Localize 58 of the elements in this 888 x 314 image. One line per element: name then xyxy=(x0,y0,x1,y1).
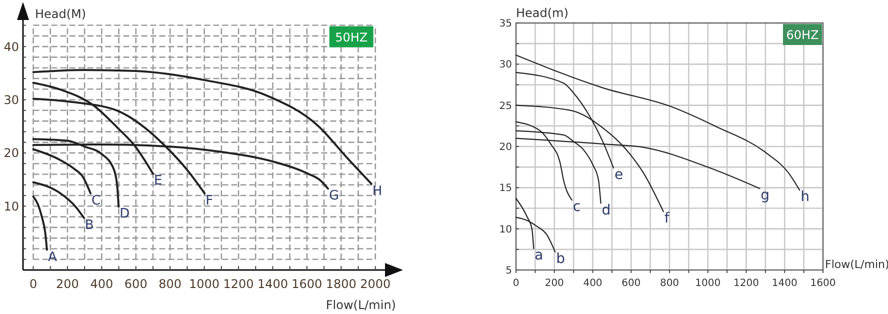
x-tick-label: 1400 xyxy=(257,277,288,291)
x-tick-label: 0 xyxy=(29,277,38,291)
x-tick-label: 0 xyxy=(512,278,520,289)
series-label: c xyxy=(572,199,581,216)
line-series xyxy=(32,181,85,219)
y-tick-label: 15 xyxy=(499,183,512,194)
x-tick-label: 800 xyxy=(660,278,680,289)
x-tick-label: 400 xyxy=(583,278,602,289)
line-series xyxy=(515,54,800,191)
series-label: f xyxy=(664,210,670,227)
x-tick-label: 1200 xyxy=(223,277,254,291)
y-tick-label: 10 xyxy=(499,224,512,236)
series-label: h xyxy=(800,189,810,206)
series-label: H xyxy=(372,184,382,199)
x-axis-title: Flow(L/min) xyxy=(326,298,396,312)
series-label: B xyxy=(84,218,94,233)
y-axis-title: Head(m) xyxy=(516,6,568,20)
y-axis-title: Head(M) xyxy=(35,7,86,21)
y-tick-label: 10 xyxy=(4,199,19,214)
x-tick-label: 1200 xyxy=(734,278,759,289)
y-tick-label: 35 xyxy=(499,18,512,30)
x-tick-label: 1800 xyxy=(326,277,356,291)
x-tick-label: 200 xyxy=(544,278,564,289)
y-tick-label: 25 xyxy=(499,100,512,112)
y-tick-label: 20 xyxy=(4,146,19,160)
x-tick-label: 1400 xyxy=(772,278,798,289)
line-series xyxy=(32,196,48,251)
y-tick-label: 30 xyxy=(4,92,19,107)
x-tick-label: 1000 xyxy=(695,278,721,289)
x-tick-label: 600 xyxy=(622,278,641,289)
x-tick-label: 400 xyxy=(90,277,114,291)
series-label: g xyxy=(760,187,770,204)
annotation: 60HZ xyxy=(786,28,819,42)
y-tick-label: 30 xyxy=(499,60,512,71)
annotation: 50HZ xyxy=(335,30,368,44)
series-label: b xyxy=(556,250,566,267)
x-tick-label: 1600 xyxy=(810,278,836,289)
series-label: D xyxy=(120,206,130,222)
series-label: C xyxy=(92,193,101,208)
series-label: A xyxy=(48,250,57,265)
y-tick-label: 20 xyxy=(499,142,512,153)
x-tick-label: 1000 xyxy=(189,277,220,291)
series-label: d xyxy=(602,202,611,218)
series-label: a xyxy=(534,248,544,264)
series-label: F xyxy=(206,193,214,208)
series-label: E xyxy=(154,174,162,189)
y-tick-label: 5 xyxy=(506,266,512,276)
line-series xyxy=(32,68,372,185)
x-tick-label: 600 xyxy=(124,277,148,291)
series-label: G xyxy=(328,188,340,204)
x-tick-label: 1600 xyxy=(292,277,322,291)
x-tick-label: 200 xyxy=(56,277,79,291)
series-label: e xyxy=(614,166,624,183)
x-axis-title: Flow(L/min) xyxy=(825,258,888,271)
x-tick-label: 800 xyxy=(158,277,182,291)
line-series xyxy=(32,148,92,194)
y-tick-label: 40 xyxy=(4,40,19,54)
x-tick-label: 2000 xyxy=(360,277,391,291)
